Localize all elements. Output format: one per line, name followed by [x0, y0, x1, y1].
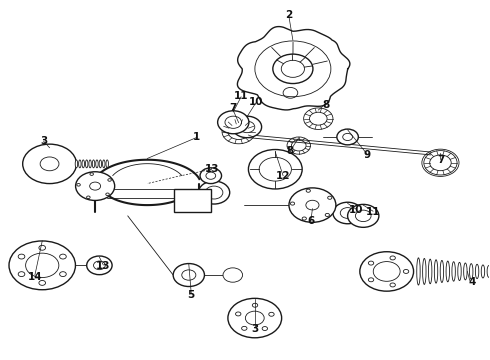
Ellipse shape [452, 262, 455, 281]
FancyBboxPatch shape [174, 189, 211, 212]
Circle shape [173, 264, 204, 287]
Ellipse shape [92, 160, 95, 168]
Circle shape [232, 116, 262, 138]
Text: 7: 7 [229, 103, 237, 113]
Ellipse shape [440, 260, 443, 283]
Text: 12: 12 [276, 171, 291, 181]
Ellipse shape [434, 260, 438, 283]
Circle shape [23, 144, 76, 184]
Text: 8: 8 [322, 100, 329, 110]
Text: 10: 10 [349, 206, 364, 216]
Text: 9: 9 [364, 150, 371, 160]
Circle shape [248, 149, 302, 189]
Ellipse shape [487, 266, 490, 277]
Text: 3: 3 [251, 324, 258, 334]
Circle shape [360, 252, 414, 291]
Circle shape [200, 168, 221, 184]
Circle shape [337, 129, 358, 145]
Circle shape [228, 298, 282, 338]
Text: 6: 6 [307, 216, 315, 226]
Ellipse shape [428, 259, 432, 284]
Ellipse shape [464, 263, 467, 280]
Circle shape [347, 204, 379, 227]
Text: 2: 2 [285, 10, 293, 20]
Ellipse shape [458, 262, 461, 280]
Text: 5: 5 [188, 291, 195, 301]
Circle shape [198, 181, 230, 204]
Text: 3: 3 [40, 136, 48, 145]
Text: 13: 13 [204, 164, 219, 174]
Ellipse shape [78, 160, 81, 168]
Text: 1: 1 [193, 132, 200, 142]
Circle shape [289, 188, 336, 222]
Circle shape [9, 241, 75, 290]
Ellipse shape [102, 160, 105, 168]
Text: 7: 7 [437, 155, 444, 165]
Ellipse shape [106, 160, 108, 168]
Ellipse shape [85, 160, 88, 168]
Circle shape [223, 268, 243, 282]
Ellipse shape [446, 261, 449, 282]
Circle shape [75, 172, 115, 201]
Circle shape [87, 256, 112, 275]
Text: 13: 13 [96, 261, 111, 271]
Ellipse shape [99, 160, 101, 168]
Text: 11: 11 [234, 91, 248, 101]
Polygon shape [237, 27, 350, 110]
Text: 4: 4 [468, 277, 476, 287]
Ellipse shape [417, 258, 420, 285]
Ellipse shape [96, 160, 98, 168]
Ellipse shape [422, 258, 426, 284]
Text: 10: 10 [248, 97, 263, 107]
Circle shape [218, 111, 249, 134]
Ellipse shape [82, 160, 84, 168]
Circle shape [333, 202, 362, 224]
Ellipse shape [89, 160, 91, 168]
Text: 8: 8 [287, 146, 294, 156]
Ellipse shape [469, 264, 473, 279]
Text: 11: 11 [366, 207, 380, 217]
Ellipse shape [481, 265, 485, 278]
Text: 14: 14 [27, 272, 42, 282]
Ellipse shape [475, 264, 479, 279]
Ellipse shape [75, 160, 77, 168]
